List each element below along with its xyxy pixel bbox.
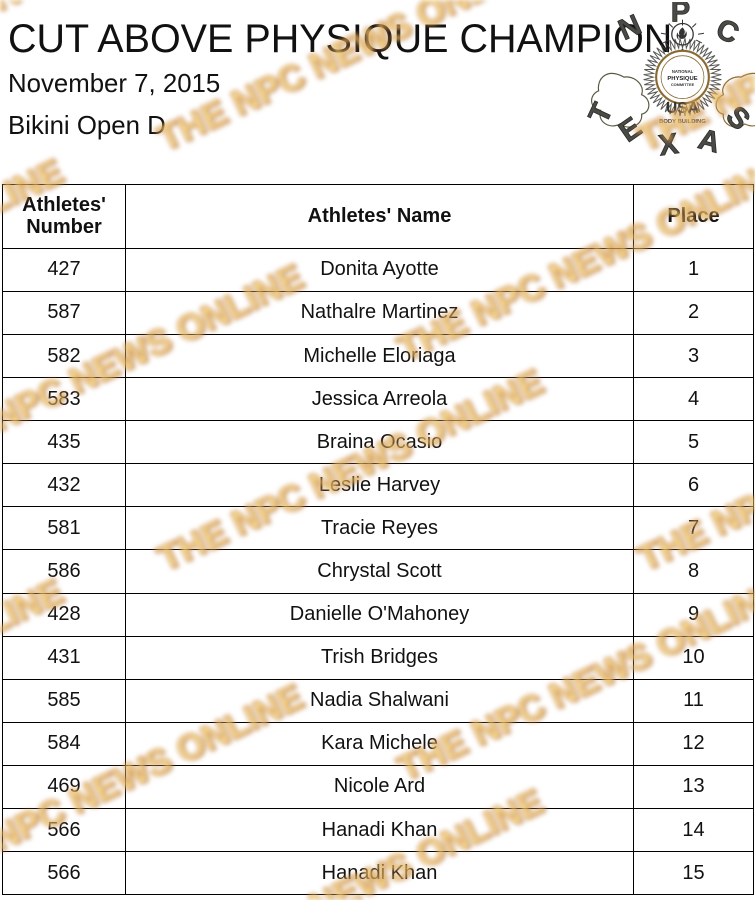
- svg-text:USA: USA: [666, 100, 699, 117]
- svg-text:X: X: [657, 128, 681, 162]
- svg-text:C: C: [711, 13, 744, 51]
- svg-text:BODY BUILDING: BODY BUILDING: [659, 119, 706, 125]
- svg-text:S: S: [719, 100, 755, 136]
- svg-text:E: E: [613, 111, 647, 148]
- svg-text:P: P: [671, 2, 691, 29]
- svg-text:A: A: [695, 123, 724, 159]
- svg-text:COMMITTEE: COMMITTEE: [671, 82, 695, 87]
- svg-text:NATIONAL: NATIONAL: [672, 69, 694, 74]
- svg-text:N: N: [614, 9, 646, 47]
